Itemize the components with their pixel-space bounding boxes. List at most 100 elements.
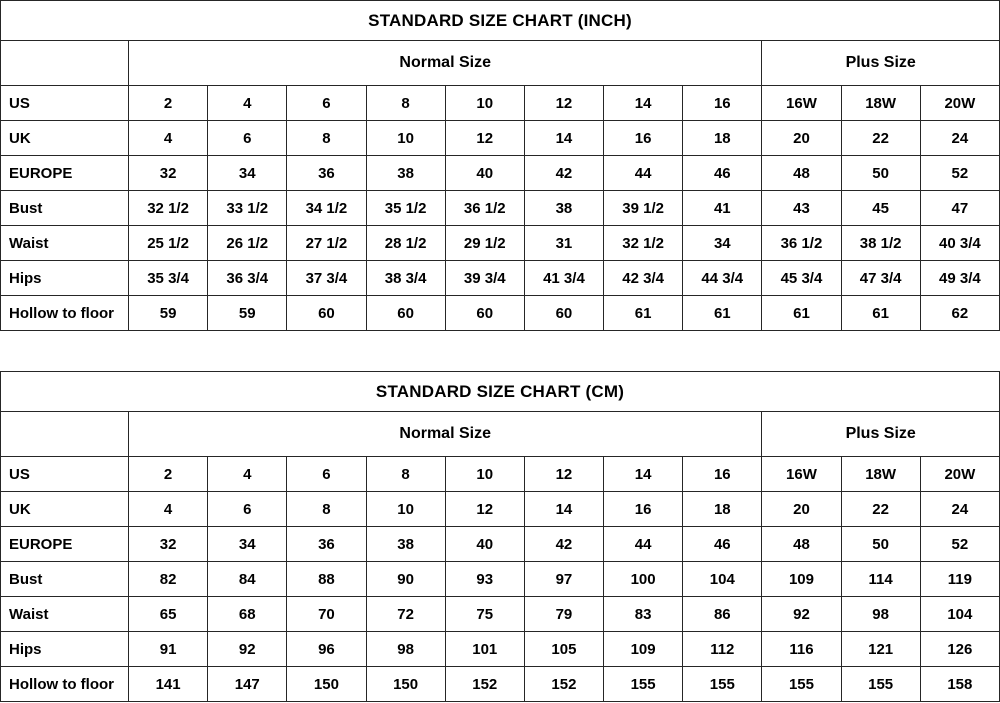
size-cell: 32 1/2 <box>127 190 209 226</box>
size-cell: 34 1/2 <box>286 190 367 226</box>
size-cell: 96 <box>286 631 367 667</box>
size-cell: 18 <box>682 120 763 156</box>
size-cell: 38 1/2 <box>840 225 921 261</box>
size-cell: 48 <box>761 155 842 191</box>
size-cell: 4 <box>207 85 288 121</box>
size-cell: 150 <box>286 666 367 702</box>
size-cell: 12 <box>444 120 525 156</box>
size-cell: 6 <box>207 491 288 527</box>
row-label: Hips <box>0 631 129 667</box>
size-cell: 98 <box>840 596 921 632</box>
size-cell: 20W <box>919 456 1000 492</box>
table-row: Bust 32 1/2 33 1/2 34 1/2 35 1/2 36 1/2 38 39 1… <box>0 190 1000 226</box>
group-header-row: Normal Size Plus Size <box>0 411 1000 457</box>
size-cell: 48 <box>761 526 842 562</box>
size-cell: 75 <box>444 596 525 632</box>
row-label: Hips <box>0 260 129 296</box>
size-cell: 92 <box>761 596 842 632</box>
size-cell: 47 3/4 <box>840 260 921 296</box>
size-cell: 84 <box>207 561 288 597</box>
cm-table-body: US 2 4 6 8 10 12 14 16 16W 18W 20W UK 4 6 8 10 12 14 16 18 20… <box>0 456 1000 702</box>
size-cell: 42 <box>523 155 605 191</box>
size-cell: 59 <box>127 295 209 331</box>
size-cell: 43 <box>761 190 842 226</box>
table-row: EUROPE 32 34 36 38 40 42 44 46 48 50 52 <box>0 526 1000 562</box>
row-label: UK <box>0 120 129 156</box>
size-cell: 119 <box>919 561 1000 597</box>
size-cell: 24 <box>919 120 1000 156</box>
size-cell: 72 <box>365 596 446 632</box>
inch-size-chart: STANDARD SIZE CHART (INCH) Normal Size P… <box>0 0 1000 331</box>
size-cell: 10 <box>365 491 446 527</box>
row-label: US <box>0 85 129 121</box>
size-cell: 4 <box>127 120 209 156</box>
size-cell: 59 <box>207 295 288 331</box>
size-cell: 98 <box>365 631 446 667</box>
size-cell: 22 <box>840 491 921 527</box>
chart-title-cm: STANDARD SIZE CHART (CM) <box>0 371 1000 412</box>
size-cell: 47 <box>919 190 1000 226</box>
size-cell: 152 <box>444 666 525 702</box>
table-row: US 2 4 6 8 10 12 14 16 16W 18W 20W <box>0 456 1000 492</box>
group-header-plus-size: Plus Size <box>761 411 1000 457</box>
size-cell: 49 3/4 <box>919 260 1000 296</box>
table-row: EUROPE 32 34 36 38 40 42 44 46 48 50 52 <box>0 155 1000 191</box>
size-cell: 37 3/4 <box>286 260 367 296</box>
size-cell: 45 <box>840 190 921 226</box>
size-cell: 36 <box>286 526 367 562</box>
size-cell: 6 <box>286 456 367 492</box>
size-cell: 155 <box>840 666 921 702</box>
size-cell: 44 3/4 <box>682 260 763 296</box>
size-cell: 45 3/4 <box>761 260 842 296</box>
size-cell: 42 <box>523 526 605 562</box>
size-cell: 16 <box>682 85 763 121</box>
size-cell: 24 <box>919 491 1000 527</box>
size-cell: 70 <box>286 596 367 632</box>
size-cell: 150 <box>365 666 446 702</box>
size-cell: 61 <box>840 295 921 331</box>
size-cell: 38 <box>523 190 605 226</box>
size-cell: 14 <box>603 456 684 492</box>
size-cell: 14 <box>603 85 684 121</box>
size-cell: 152 <box>523 666 605 702</box>
row-label: US <box>0 456 129 492</box>
table-row: UK 4 6 8 10 12 14 16 18 20 22 24 <box>0 491 1000 527</box>
size-cell: 39 1/2 <box>603 190 684 226</box>
size-cell: 29 1/2 <box>444 225 525 261</box>
size-cell: 46 <box>682 155 763 191</box>
row-label: Hollow to floor <box>0 666 129 702</box>
size-cell: 60 <box>444 295 525 331</box>
size-cell: 52 <box>919 526 1000 562</box>
size-cell: 4 <box>127 491 209 527</box>
size-cell: 46 <box>682 526 763 562</box>
table-row: Bust 82 84 88 90 93 97 100 104 109 114 119 <box>0 561 1000 597</box>
size-cell: 26 1/2 <box>207 225 288 261</box>
size-cell: 79 <box>523 596 605 632</box>
group-header-normal-size: Normal Size <box>127 411 763 457</box>
size-cell: 10 <box>365 120 446 156</box>
row-label: Waist <box>0 596 129 632</box>
size-cell: 14 <box>523 120 605 156</box>
size-cell: 40 <box>444 526 525 562</box>
size-cell: 27 1/2 <box>286 225 367 261</box>
corner-cell <box>0 411 129 457</box>
size-cell: 105 <box>523 631 605 667</box>
size-cell: 12 <box>523 85 605 121</box>
size-cell: 86 <box>682 596 763 632</box>
size-cell: 61 <box>603 295 684 331</box>
size-cell: 52 <box>919 155 1000 191</box>
group-header-row: Normal Size Plus Size <box>0 40 1000 86</box>
size-cell: 16W <box>761 85 842 121</box>
size-cell: 40 3/4 <box>919 225 1000 261</box>
size-cell: 50 <box>840 155 921 191</box>
table-row: Hips 91 92 96 98 101 105 109 112 116 121 126 <box>0 631 1000 667</box>
size-cell: 38 3/4 <box>365 260 446 296</box>
size-cell: 38 <box>365 526 446 562</box>
size-cell: 12 <box>523 456 605 492</box>
table-title-row: STANDARD SIZE CHART (INCH) <box>0 0 1000 41</box>
table-row: UK 4 6 8 10 12 14 16 18 20 22 24 <box>0 120 1000 156</box>
size-cell: 92 <box>207 631 288 667</box>
cm-size-chart: STANDARD SIZE CHART (CM) Normal Size Plu… <box>0 371 1000 702</box>
size-cell: 101 <box>444 631 525 667</box>
table-row: Hips 35 3/4 36 3/4 37 3/4 38 3/4 39 3/4 41 3/4… <box>0 260 1000 296</box>
